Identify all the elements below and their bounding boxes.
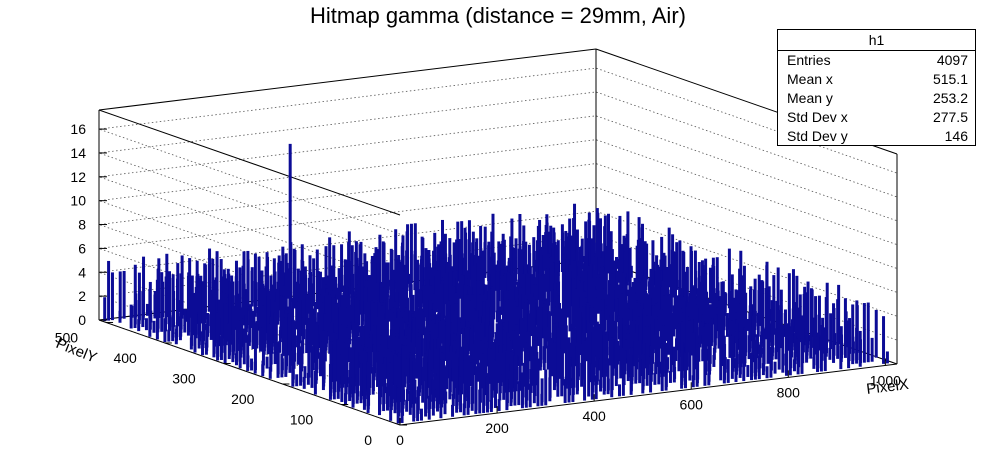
z-grid-line (98, 187, 898, 354)
stats-label: Mean y (787, 90, 833, 106)
stats-box: h1 Entries 4097 Mean x 515.1 Mean y 253.… (777, 29, 976, 146)
y-tick-label: 300 (172, 370, 196, 386)
x-axis-line (399, 363, 898, 426)
stats-label: Std Dev y (787, 128, 848, 144)
stats-value: 146 (944, 128, 968, 144)
frame-edge (98, 48, 597, 111)
z-tick-label: 16 (70, 121, 86, 137)
stats-row-stddev-y: Std Dev y 146 (778, 127, 975, 146)
x-tick-label: 400 (582, 408, 606, 424)
stats-label: Mean x (787, 71, 833, 87)
x-axis-title: PixelX (865, 376, 909, 398)
z-tick-label: 6 (78, 240, 86, 256)
axis-layer: 0200400600800100001002003004005000246810… (54, 110, 910, 448)
z-grid-line (98, 67, 898, 235)
chart-title: Hitmap gamma (distance = 29mm, Air) (310, 3, 686, 28)
z-tick-label: 8 (78, 217, 86, 233)
stats-value: 277.5 (932, 109, 968, 125)
z-tick-label: 2 (78, 288, 86, 304)
stats-value: 4097 (936, 52, 968, 68)
z-grid-line (98, 115, 898, 283)
bar-layer (103, 143, 889, 424)
frame-edge (98, 109, 401, 216)
z-grid-line (98, 210, 898, 378)
stats-row-stddev-x: Std Dev x 277.5 (778, 108, 975, 127)
x-tick-label: 800 (777, 384, 801, 400)
stats-name: h1 (778, 30, 975, 51)
x-tick-label: 1000 (870, 372, 901, 388)
stats-value: 253.2 (932, 90, 968, 106)
stats-label: Entries (787, 52, 831, 68)
stats-row-entries: Entries 4097 (778, 51, 975, 70)
y-tick-label: 100 (290, 411, 314, 427)
z-grid-line (98, 163, 898, 330)
stats-label: Std Dev x (787, 109, 848, 125)
z-grid-line (98, 91, 898, 259)
y-tick-label: 400 (113, 350, 137, 366)
y-axis-line (98, 319, 401, 426)
z-tick-label: 10 (70, 193, 86, 209)
y-tick-label: 500 (55, 329, 79, 345)
x-tick-label: 200 (485, 420, 509, 436)
y-tick-label: 0 (364, 432, 372, 448)
z-grid-line (98, 139, 898, 307)
z-tick-label: 0 (78, 312, 86, 328)
z-tick-label: 14 (70, 145, 86, 161)
y-tick-label: 200 (231, 391, 255, 407)
stats-row-mean-x: Mean x 515.1 (778, 70, 975, 89)
x-tick-label: 600 (680, 396, 704, 412)
stats-row-mean-y: Mean y 253.2 (778, 89, 975, 108)
stats-value: 515.1 (932, 71, 968, 87)
z-tick-label: 12 (70, 169, 86, 185)
z-tick-label: 4 (78, 264, 86, 280)
x-tick-label: 0 (396, 432, 404, 448)
